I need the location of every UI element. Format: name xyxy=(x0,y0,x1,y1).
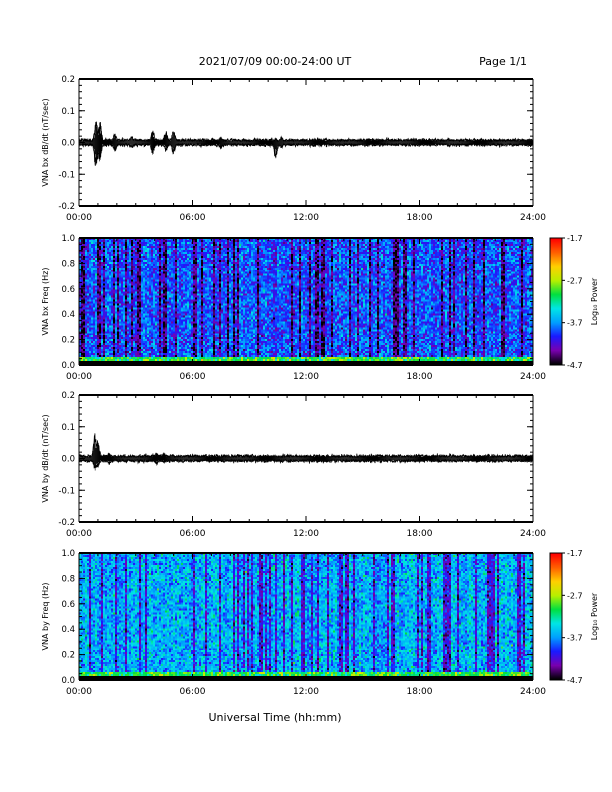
x-tick-label: 06:00 xyxy=(180,687,206,697)
x-tick-label: 06:00 xyxy=(180,372,206,382)
y-tick-label: 1.0 xyxy=(61,549,75,559)
colorbar-tick-label: -4.7 xyxy=(567,361,583,370)
x-tick-label: 18:00 xyxy=(407,529,433,539)
x-tick-label: 12:00 xyxy=(293,687,319,697)
colorbar-tick-label: -1.7 xyxy=(567,549,583,558)
x-tick-label: 24:00 xyxy=(520,213,546,223)
x-axis-label: Universal Time (hh:mm) xyxy=(209,711,342,724)
y-tick-label: 0.2 xyxy=(61,651,75,661)
x-tick-label: 18:00 xyxy=(407,687,433,697)
colorbar-tick-label: -4.7 xyxy=(567,676,583,685)
y-axis-label: VNA by dB/dt (nT/sec) xyxy=(41,414,50,502)
x-tick-label: 00:00 xyxy=(66,529,92,539)
colorbar-frame xyxy=(549,552,563,681)
colorbar-tick-label: -2.7 xyxy=(567,591,583,600)
series-trace-upper xyxy=(78,433,534,459)
page-title: 2021/07/09 00:00-24:00 UT xyxy=(199,55,352,68)
y-tick-label: -0.2 xyxy=(58,202,75,212)
colorbar-gradient xyxy=(550,238,562,365)
y-tick-label: 0.6 xyxy=(61,600,75,610)
x-tick-label: 18:00 xyxy=(407,372,433,382)
series-trace-upper xyxy=(78,121,534,143)
x-tick-label: 24:00 xyxy=(520,687,546,697)
x-tick-label: 12:00 xyxy=(293,372,319,382)
x-tick-label: 24:00 xyxy=(520,529,546,539)
spectrogram-image xyxy=(79,238,533,365)
y-axis-label: VNA bx Freq (Hz) xyxy=(41,268,50,336)
y-tick-label: 0.2 xyxy=(61,75,75,85)
x-tick-label: 06:00 xyxy=(180,529,206,539)
y-tick-label: -0.2 xyxy=(58,518,75,528)
y-tick-label: 0.4 xyxy=(61,625,75,635)
x-tick-label: 12:00 xyxy=(293,529,319,539)
spectrogram-image xyxy=(79,553,533,680)
colorbar: -1.7 -2.7 -3.7 -4.7 Log₁₀ Power xyxy=(549,549,599,685)
x-tick-label: 24:00 xyxy=(520,372,546,382)
x-tick-label: 12:00 xyxy=(293,213,319,223)
y-tick-label: 0.8 xyxy=(61,574,75,584)
y-axis-label: VNA bx dB/dt (nT/sec) xyxy=(41,98,50,186)
colorbar-gradient xyxy=(550,553,562,680)
x-tick-label: 06:00 xyxy=(180,213,206,223)
y-tick-label: 0.0 xyxy=(61,361,75,371)
colorbar-frame xyxy=(549,237,563,366)
y-tick-label: 0.2 xyxy=(61,391,75,401)
colorbar-tick-label: -1.7 xyxy=(567,234,583,243)
y-tick-label: 0.0 xyxy=(61,455,75,465)
x-tick-label: 00:00 xyxy=(66,372,92,382)
x-tick-label: 00:00 xyxy=(66,213,92,223)
colorbar-label: Log₁₀ Power xyxy=(590,277,599,325)
y-tick-label: -0.1 xyxy=(58,486,75,496)
y-tick-label: 0.2 xyxy=(61,336,75,346)
y-tick-label: 0.0 xyxy=(61,676,75,686)
x-tick-label: 00:00 xyxy=(66,687,92,697)
y-tick-label: 0.6 xyxy=(61,285,75,295)
colorbar: -1.7 -2.7 -3.7 -4.7 Log₁₀ Power xyxy=(549,234,599,370)
y-axis-label: VNA by Freq (Hz) xyxy=(41,583,50,651)
colorbar-tick-label: -3.7 xyxy=(567,634,583,643)
y-tick-label: -0.1 xyxy=(58,170,75,180)
series-trace-lower xyxy=(78,458,534,469)
panel-3: 00:00 06:00 12:00 18:00 24:00 0.2 0.1 0.0 -0.1 -0… xyxy=(41,391,546,539)
y-tick-label: 0.4 xyxy=(61,310,75,320)
panel-2: -1.7 -2.7 -3.7 -4.7 Log₁₀ Power 00:00 06:00 12:… xyxy=(41,234,599,382)
colorbar-tick-label: -2.7 xyxy=(567,276,583,285)
colorbar-tick-label: -3.7 xyxy=(567,319,583,328)
panel-4: -1.7 -2.7 -3.7 -4.7 Log₁₀ Power 00:00 06:00 12:… xyxy=(41,549,599,697)
series-trace-lower xyxy=(78,142,534,166)
y-tick-label: 0.8 xyxy=(61,259,75,269)
y-tick-label: 1.0 xyxy=(61,234,75,244)
x-tick-label: 18:00 xyxy=(407,213,433,223)
panel-1: 00:00 06:00 12:00 18:00 24:00 0.2 0.1 0.0 -0.1 -0… xyxy=(41,75,546,223)
colorbar-label: Log₁₀ Power xyxy=(590,592,599,640)
y-tick-label: 0.1 xyxy=(61,107,75,117)
y-tick-label: 0.1 xyxy=(61,423,75,433)
y-tick-label: 0.0 xyxy=(61,139,75,149)
page-number: Page 1/1 xyxy=(479,55,527,68)
panels: 00:00 06:00 12:00 18:00 24:00 0.2 0.1 0.0 -0.1 -0… xyxy=(41,75,599,697)
